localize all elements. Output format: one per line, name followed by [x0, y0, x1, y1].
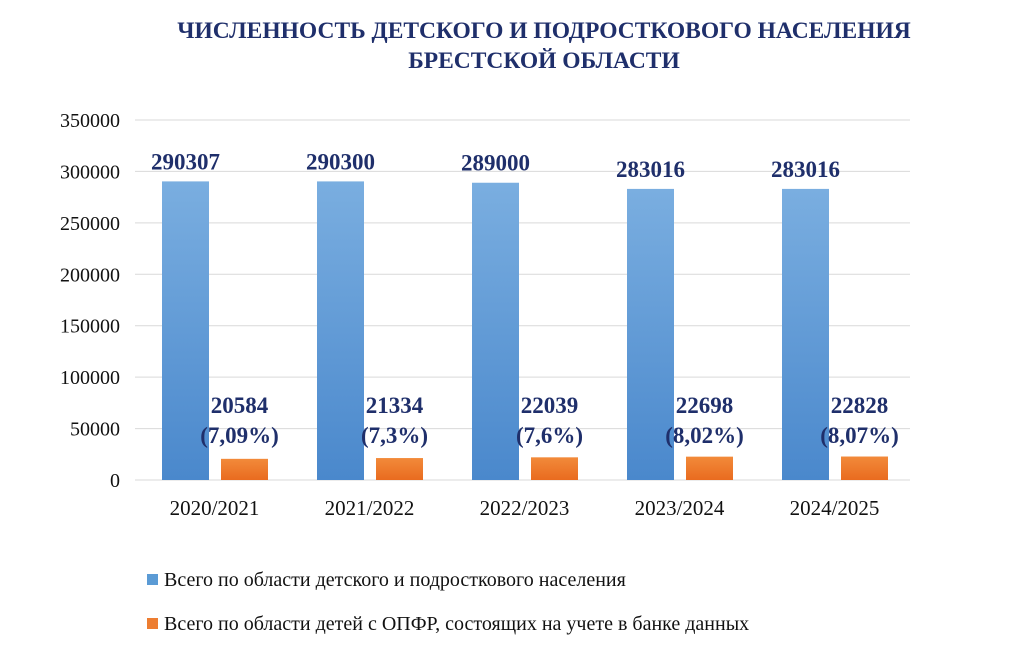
x-tick-label: 2024/2025: [790, 496, 880, 520]
bar-total: [317, 181, 364, 481]
data-label-opfr-percent: (7,09%): [200, 423, 279, 448]
legend-swatch-blue: [147, 574, 158, 585]
y-tick-label: 150000: [60, 316, 120, 338]
legend-item-total: Всего по области детского и подростковог…: [147, 568, 749, 592]
data-label-opfr: 22039: [521, 393, 579, 418]
bar-opfr: [376, 458, 423, 480]
bar-chart: 0 50000 100000 150000 200000 250000 300000 3500…: [60, 110, 910, 520]
bars: [162, 181, 888, 481]
chart-title: ЧИСЛЕННОСТЬ ДЕТСКОГО И ПОДРОСТКОВОГО НАС…: [0, 16, 1021, 76]
data-label-total: 283016: [616, 157, 685, 182]
bar-total: [472, 182, 519, 480]
data-label-opfr: 22828: [831, 393, 889, 418]
bar-opfr: [531, 457, 578, 480]
x-tick-label: 2021/2022: [325, 496, 415, 520]
legend: Всего по области детского и подростковог…: [147, 568, 749, 636]
bar-opfr: [221, 458, 268, 480]
data-label-opfr-percent: (8,02%): [665, 423, 744, 448]
y-tick-label: 0: [110, 470, 120, 492]
y-axis: 0 50000 100000 150000 200000 250000 300000 3500…: [60, 110, 120, 492]
x-tick-label: 2023/2024: [635, 496, 725, 520]
data-label-opfr-percent: (7,3%): [361, 423, 428, 448]
x-tick-label: 2022/2023: [480, 496, 570, 520]
grid-lines: [135, 119, 910, 481]
data-label-opfr: 20584: [211, 393, 269, 418]
legend-item-opfr: Всего по области детей с ОПФР, состоящих…: [147, 612, 749, 636]
legend-swatch-orange: [147, 618, 158, 629]
bar-opfr: [841, 456, 888, 480]
bar-total: [162, 181, 209, 481]
bar-total: [782, 188, 829, 480]
data-label-opfr: 21334: [366, 393, 424, 418]
y-tick-label: 350000: [60, 110, 120, 132]
y-tick-label: 100000: [60, 367, 120, 389]
data-label-opfr-percent: (8,07%): [820, 423, 899, 448]
y-tick-label: 250000: [60, 213, 120, 235]
x-axis: 2020/2021 2021/2022 2022/2023 2023/2024 2024…: [170, 496, 880, 520]
bar-total: [627, 188, 674, 480]
data-label-total: 289000: [461, 151, 530, 176]
x-tick-label: 2020/2021: [170, 496, 260, 520]
data-label-opfr-percent: (7,6%): [516, 423, 583, 448]
data-label-total: 290300: [306, 149, 375, 174]
legend-label-total: Всего по области детского и подростковог…: [164, 569, 626, 591]
data-label-total: 290307: [151, 149, 220, 174]
chart-title-line-2: БРЕСТСКОЙ ОБЛАСТИ: [408, 48, 680, 74]
chart-title-line-1: ЧИСЛЕННОСТЬ ДЕТСКОГО И ПОДРОСТКОВОГО НАС…: [177, 18, 911, 44]
y-tick-label: 200000: [60, 264, 120, 286]
data-labels: 290307 20584 (7,09%) 290300 21334 (7,3%) 28900…: [151, 149, 899, 448]
bar-opfr: [686, 456, 733, 480]
data-label-opfr: 22698: [676, 393, 734, 418]
y-tick-label: 50000: [70, 419, 120, 441]
data-label-total: 283016: [771, 157, 840, 182]
legend-label-opfr: Всего по области детей с ОПФР, состоящих…: [164, 613, 750, 635]
y-tick-label: 300000: [60, 161, 120, 183]
